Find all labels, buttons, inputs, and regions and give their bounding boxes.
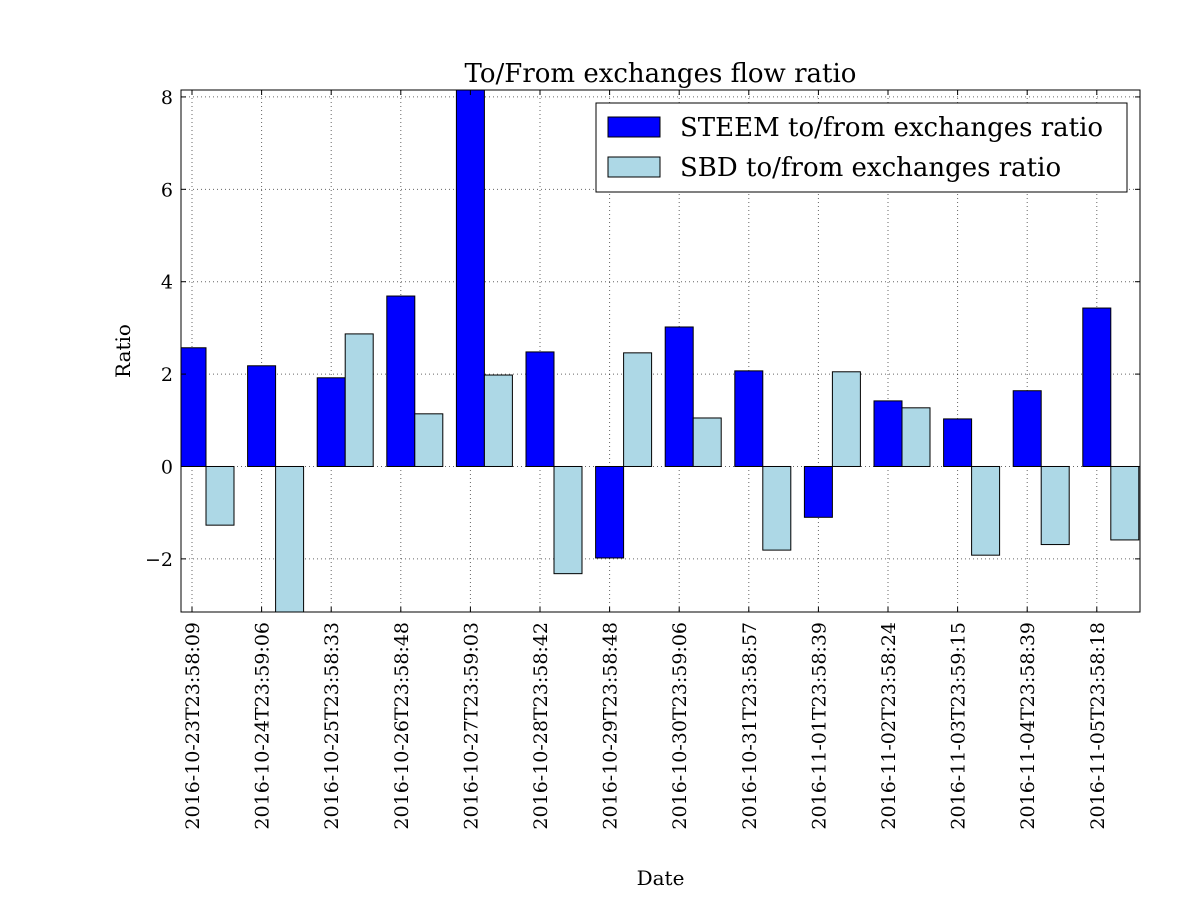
bar-sbd — [553, 465, 583, 575]
x-tick-label: 2016-10-27T23:59:03 — [460, 622, 482, 830]
bar-sbd — [762, 465, 792, 551]
y-tick-label: 6 — [161, 179, 173, 201]
legend-swatch-steem — [607, 116, 661, 138]
x-tick-label: 2016-10-29T23:58:48 — [600, 622, 622, 830]
bar-steem — [316, 377, 346, 467]
bar-steem — [1082, 307, 1112, 467]
bar-steem — [455, 89, 485, 467]
bar-sbd — [344, 333, 374, 467]
plot-frame — [180, 89, 1141, 613]
bar-steem — [873, 400, 903, 467]
legend-swatch-sbd — [607, 156, 661, 178]
ticks: −2 0 2 4 6 8 2016-10-23T23:58:09 2016-10-24T23:… — [145, 87, 1140, 830]
y-tick-label: 8 — [161, 87, 173, 109]
x-tick-label: 2016-11-05T23:58:18 — [1087, 622, 1109, 830]
legend: STEEM to/from exchanges ratio SBD to/from… — [595, 102, 1128, 193]
y-tick-label: 2 — [161, 364, 173, 386]
x-tick-label: 2016-10-30T23:59:06 — [669, 622, 691, 830]
bar-sbd — [623, 352, 653, 467]
bar-steem — [1012, 390, 1042, 467]
legend-box — [595, 102, 1128, 193]
x-tick-label: 2016-10-26T23:58:48 — [391, 622, 413, 830]
x-axis-label: Date — [637, 866, 685, 890]
bar-steem — [943, 418, 973, 467]
bar-sbd — [483, 374, 513, 467]
x-tick-label: 2016-10-23T23:58:09 — [182, 622, 204, 830]
bar-sbd — [901, 407, 931, 467]
bar-sbd — [831, 371, 861, 467]
x-tick-label: 2016-11-02T23:58:24 — [878, 622, 900, 830]
bars — [180, 89, 1140, 613]
bar-sbd — [1040, 465, 1070, 546]
bar-sbd — [205, 465, 235, 526]
bar-sbd — [971, 465, 1001, 556]
bar-sbd — [275, 465, 305, 613]
x-tick-label: 2016-10-31T23:58:57 — [739, 622, 761, 830]
bar-sbd — [1110, 465, 1140, 541]
bar-steem — [595, 465, 625, 559]
x-tick-label: 2016-11-04T23:58:39 — [1017, 622, 1039, 830]
x-tick-label: 2016-11-03T23:59:15 — [948, 622, 970, 830]
legend-label-steem: STEEM to/from exchanges ratio — [680, 113, 1103, 143]
bar-steem — [734, 370, 764, 467]
x-tick-label: 2016-10-25T23:58:33 — [321, 622, 343, 830]
bar-sbd — [692, 417, 722, 467]
bar-steem — [247, 365, 277, 467]
y-tick-label: 4 — [161, 272, 173, 294]
y-tick-label: −2 — [145, 549, 173, 571]
bar-sbd — [414, 413, 444, 467]
bar-steem — [525, 351, 555, 467]
bar-steem — [664, 326, 694, 467]
y-axis-label: Ratio — [111, 324, 135, 378]
x-tick-label: 2016-10-28T23:58:42 — [530, 622, 552, 830]
bar-steem — [386, 295, 416, 467]
x-tick-label: 2016-11-01T23:58:39 — [808, 622, 830, 830]
bar-steem — [803, 465, 833, 518]
x-tick-label: 2016-10-24T23:59:06 — [252, 622, 274, 830]
chart-title: To/From exchanges flow ratio — [465, 59, 857, 89]
bar-steem — [180, 347, 207, 467]
legend-label-sbd: SBD to/from exchanges ratio — [680, 153, 1061, 183]
y-tick-label: 0 — [161, 456, 173, 478]
